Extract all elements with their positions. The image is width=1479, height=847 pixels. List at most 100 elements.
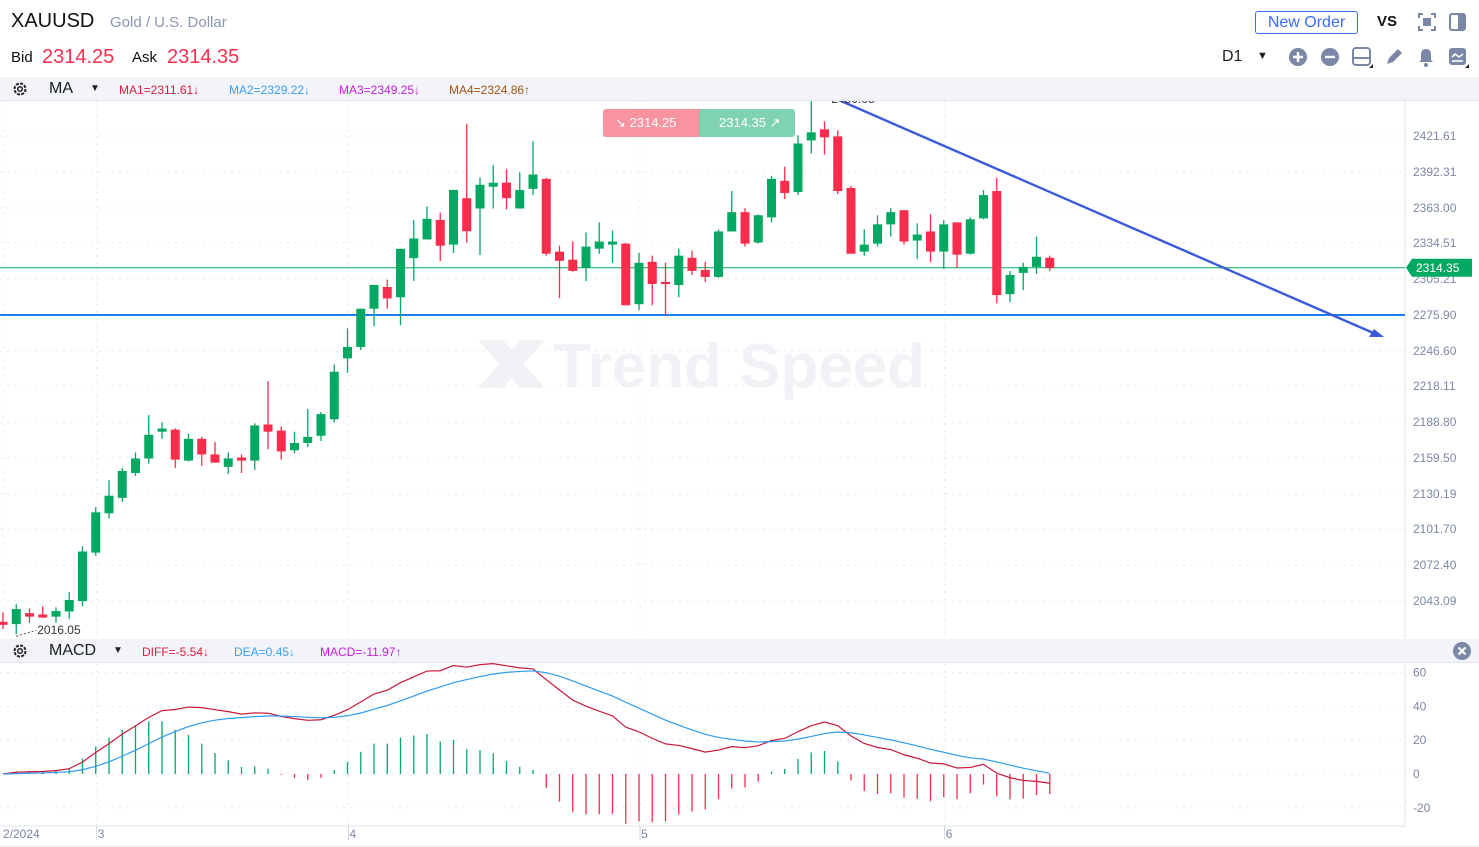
macd-dea-line <box>2 670 1050 775</box>
panel-layout-icon[interactable] <box>1352 47 1373 68</box>
candle <box>846 186 856 254</box>
candle-body <box>1005 274 1015 295</box>
buy-quote-chip[interactable]: 2314.35 ↗ <box>700 109 795 137</box>
candle-body <box>568 259 578 271</box>
candle-body <box>210 454 220 463</box>
zoom-in-icon[interactable] <box>1288 47 1308 67</box>
macd-diff-value: DIFF=-5.54↓ <box>142 645 210 659</box>
candle <box>793 135 803 196</box>
candle <box>926 214 935 262</box>
price-tick-label: 2421.61 <box>1413 129 1457 143</box>
candle-body <box>727 212 737 232</box>
candle-body <box>422 218 432 240</box>
candle-body <box>263 424 273 432</box>
candle-body <box>594 241 604 249</box>
candle-body <box>873 224 882 244</box>
candle <box>979 190 988 220</box>
watermark-text: Trend Speed <box>553 332 925 401</box>
candle-body <box>144 434 154 459</box>
candle-body <box>11 609 21 625</box>
candle-body <box>0 621 8 625</box>
candle-body <box>621 243 631 306</box>
alert-bell-icon[interactable] <box>1416 47 1436 67</box>
candle-body <box>1045 257 1055 268</box>
candle-body <box>91 512 101 553</box>
candle <box>250 423 260 470</box>
macd-dropdown-icon[interactable]: ▼ <box>113 645 123 656</box>
candle <box>1045 255 1055 271</box>
candle <box>767 175 776 223</box>
low-marker-line <box>16 629 37 637</box>
ma-dropdown-icon[interactable]: ▼ <box>90 83 100 94</box>
new-order-button[interactable]: New Order <box>1255 11 1358 34</box>
candle <box>594 222 604 254</box>
low-label: 2016.05 <box>37 623 81 637</box>
candle-body <box>435 219 445 246</box>
candle <box>449 189 458 253</box>
indicator-icon[interactable] <box>1448 47 1469 68</box>
ask-price: 2314.35 <box>167 46 240 68</box>
candle-body <box>1032 256 1041 267</box>
gear-icon[interactable] <box>11 80 31 100</box>
candle <box>184 433 193 462</box>
candle <box>833 130 843 194</box>
draw-pencil-icon[interactable] <box>1384 47 1404 67</box>
candle-body <box>912 234 922 241</box>
candle <box>1018 262 1028 291</box>
candle <box>912 223 922 259</box>
candle <box>382 279 392 309</box>
layout-icon[interactable] <box>1448 12 1468 32</box>
timeframe-select[interactable]: D1 <box>1222 48 1243 65</box>
zoom-out-icon[interactable] <box>1320 47 1340 67</box>
candle-body <box>502 182 511 199</box>
candle-body <box>674 255 684 286</box>
candle-body <box>939 224 949 252</box>
price-tick-label: 2334.51 <box>1413 236 1457 250</box>
fullscreen-icon[interactable] <box>1417 12 1437 32</box>
candle-body <box>846 187 856 254</box>
candle-body <box>237 457 246 461</box>
candle-body <box>382 286 392 299</box>
candle-body <box>859 244 869 252</box>
candle-body <box>329 371 339 420</box>
macd-indicator-name[interactable]: MACD <box>49 642 97 659</box>
candle <box>581 232 591 281</box>
candle-body <box>462 198 472 232</box>
sell-quote-chip[interactable]: ↘ 2314.25 <box>603 109 700 137</box>
watermark-logo: Trend Speed <box>478 332 925 401</box>
trend-arrow-icon <box>1369 329 1384 337</box>
candle <box>0 612 8 630</box>
symbol-description: Gold / U.S. Dollar <box>110 14 227 31</box>
ma-indicator-name[interactable]: MA <box>49 80 73 97</box>
date-label: 5 <box>641 827 648 841</box>
candle <box>117 467 127 502</box>
candle-body <box>290 443 299 451</box>
candle <box>939 220 949 269</box>
candle-body <box>104 495 114 514</box>
close-icon[interactable] <box>1452 641 1472 661</box>
candle-body <box>608 241 617 245</box>
macd-tick-label: 40 <box>1413 699 1427 713</box>
candle <box>475 177 485 255</box>
candle <box>38 606 48 618</box>
compare-vs-button[interactable]: VS <box>1377 13 1398 30</box>
candle <box>568 241 578 272</box>
candle <box>435 212 445 262</box>
trend-line <box>810 86 1379 337</box>
sell-quote-price: 2314.25 <box>629 115 677 130</box>
gear-icon[interactable] <box>11 642 31 662</box>
current-price-tag <box>1406 258 1472 277</box>
ma4-value: MA4=2324.86↑ <box>449 83 531 97</box>
candle-body <box>223 458 233 467</box>
candle-body <box>555 251 564 261</box>
candle <box>886 208 896 237</box>
price-tick-label: 2218.11 <box>1413 379 1456 393</box>
candle <box>621 243 631 306</box>
timeframe-dropdown-icon[interactable]: ▼ <box>1257 50 1268 62</box>
date-label: 6 <box>946 827 953 841</box>
candle-body <box>184 438 193 461</box>
price-tick-label: 2275.90 <box>1413 308 1457 322</box>
ma-indicator-bar: MA ▼ MA1=2311.61↓ MA2=2329.22↓ MA3=2349.… <box>0 77 1479 101</box>
current-price-tag-label: 2314.35 <box>1416 261 1460 275</box>
